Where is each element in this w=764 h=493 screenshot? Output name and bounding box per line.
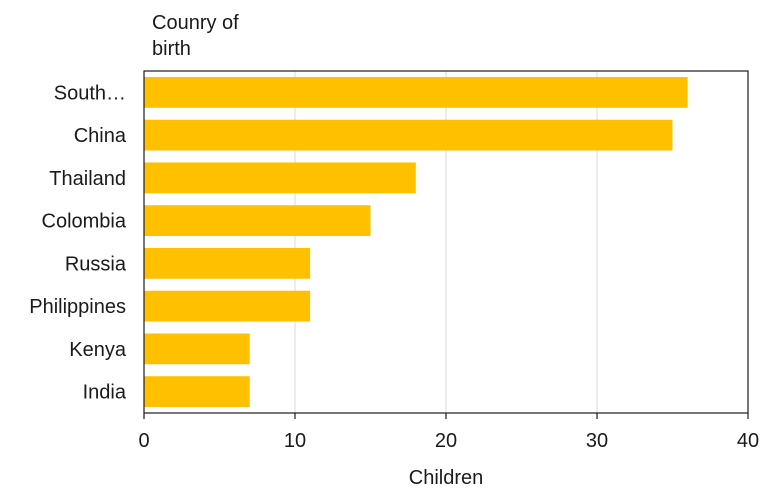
category-label: Colombia: [42, 211, 127, 233]
category-label: Russia: [65, 253, 127, 275]
x-axis-ticks: 0 10 20 30 40: [138, 413, 759, 452]
category-label: Thailand: [49, 168, 126, 190]
bar: [144, 290, 311, 322]
category-label: India: [83, 382, 127, 404]
bar: [144, 205, 371, 237]
bar: [144, 162, 416, 194]
category-label: South…: [54, 82, 126, 104]
x-tick-label: 30: [586, 430, 608, 452]
y-axis-title: Counry of birth: [152, 12, 239, 60]
bar: [144, 376, 250, 408]
y-axis-title-line-1: Counry of: [152, 12, 239, 34]
x-tick-label: 10: [284, 430, 306, 452]
bar: [144, 76, 688, 108]
bar: [144, 333, 250, 365]
bar: [144, 119, 673, 151]
category-labels: South… China Thailand Colombia Russia Philipp…: [29, 82, 127, 403]
x-tick-label: 20: [435, 430, 457, 452]
category-label: Kenya: [69, 339, 127, 361]
bar: [144, 247, 311, 279]
bars: [144, 76, 688, 408]
category-label: Philippines: [29, 296, 126, 318]
category-label: China: [74, 125, 127, 147]
x-tick-label: 40: [737, 430, 759, 452]
x-axis-title: Children: [409, 467, 483, 489]
y-axis-title-line-2: birth: [152, 38, 191, 60]
x-tick-label: 0: [138, 430, 149, 452]
